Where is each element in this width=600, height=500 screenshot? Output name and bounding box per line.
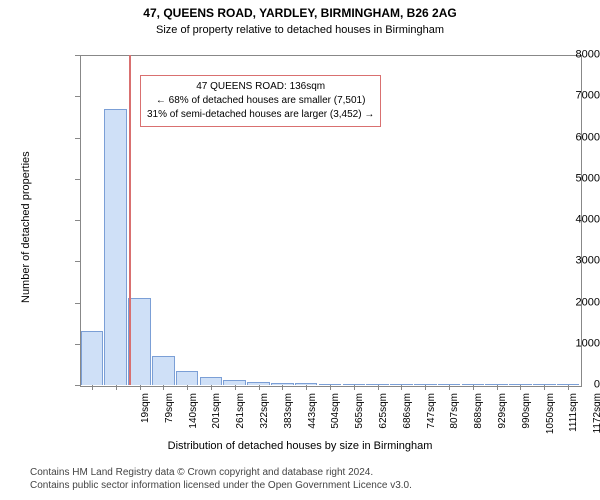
footer-line: Contains HM Land Registry data © Crown c… bbox=[30, 466, 412, 479]
histogram-bar bbox=[414, 384, 437, 385]
histogram-bar bbox=[343, 384, 366, 385]
y-axis-label: Number of detached properties bbox=[20, 151, 32, 303]
x-tick-mark bbox=[282, 385, 283, 390]
x-tick-label: 990sqm bbox=[521, 393, 532, 443]
x-tick-label: 929sqm bbox=[497, 393, 508, 443]
property-size-chart: { "title": "47, QUEENS ROAD, YARDLEY, BI… bbox=[0, 0, 600, 500]
histogram-bar bbox=[390, 384, 413, 385]
x-tick-label: 747sqm bbox=[426, 393, 437, 443]
x-tick-label: 1172sqm bbox=[592, 393, 600, 443]
x-tick-mark bbox=[163, 385, 164, 390]
x-tick-label: 140sqm bbox=[188, 393, 199, 443]
annotation-box: 47 QUEENS ROAD: 136sqm ← 68% of detached… bbox=[140, 75, 381, 127]
x-tick-label: 322sqm bbox=[259, 393, 270, 443]
histogram-bar bbox=[366, 384, 389, 385]
x-tick-mark bbox=[211, 385, 212, 390]
x-tick-mark bbox=[497, 385, 498, 390]
y-tick-mark bbox=[75, 385, 80, 386]
chart-subtitle: Size of property relative to detached ho… bbox=[0, 24, 600, 36]
x-tick-mark bbox=[140, 385, 141, 390]
histogram-bar bbox=[104, 109, 127, 385]
property-marker-line bbox=[129, 55, 131, 385]
x-tick-label: 504sqm bbox=[330, 393, 341, 443]
x-tick-label: 1111sqm bbox=[568, 393, 579, 443]
x-tick-label: 807sqm bbox=[449, 393, 460, 443]
x-tick-mark bbox=[306, 385, 307, 390]
x-tick-mark bbox=[92, 385, 93, 390]
x-tick-mark bbox=[330, 385, 331, 390]
histogram-bar bbox=[81, 331, 104, 385]
x-tick-mark bbox=[259, 385, 260, 390]
x-tick-label: 868sqm bbox=[473, 393, 484, 443]
x-tick-mark bbox=[235, 385, 236, 390]
histogram-bar bbox=[128, 298, 151, 385]
x-tick-label: 383sqm bbox=[283, 393, 294, 443]
x-tick-label: 201sqm bbox=[211, 393, 222, 443]
annotation-line: ← 68% of detached houses are smaller (7,… bbox=[147, 94, 374, 108]
histogram-bar bbox=[533, 384, 556, 385]
x-tick-mark bbox=[449, 385, 450, 390]
annotation-line: 31% of semi-detached houses are larger (… bbox=[147, 108, 374, 122]
x-tick-mark bbox=[568, 385, 569, 390]
histogram-bar bbox=[200, 377, 223, 385]
histogram-bar bbox=[485, 384, 508, 385]
x-tick-mark bbox=[378, 385, 379, 390]
x-tick-label: 625sqm bbox=[378, 393, 389, 443]
x-tick-mark bbox=[473, 385, 474, 390]
x-tick-mark bbox=[116, 385, 117, 390]
x-tick-mark bbox=[354, 385, 355, 390]
histogram-bar bbox=[557, 384, 580, 385]
histogram-bar bbox=[152, 356, 175, 385]
x-tick-label: 565sqm bbox=[354, 393, 365, 443]
x-axis-label: Distribution of detached houses by size … bbox=[0, 440, 600, 452]
x-tick-mark bbox=[187, 385, 188, 390]
x-tick-label: 79sqm bbox=[164, 393, 175, 443]
x-tick-label: 19sqm bbox=[140, 393, 151, 443]
histogram-bar bbox=[462, 384, 485, 385]
histogram-bar bbox=[176, 371, 199, 385]
x-tick-mark bbox=[544, 385, 545, 390]
x-tick-label: 443sqm bbox=[307, 393, 318, 443]
chart-title: 47, QUEENS ROAD, YARDLEY, BIRMINGHAM, B2… bbox=[0, 6, 600, 20]
histogram-bar bbox=[247, 382, 270, 385]
x-tick-mark bbox=[520, 385, 521, 390]
footer-line: Contains public sector information licen… bbox=[30, 479, 412, 492]
histogram-bar bbox=[271, 383, 294, 385]
footer-attribution: Contains HM Land Registry data © Crown c… bbox=[30, 466, 412, 492]
histogram-bar bbox=[438, 384, 461, 385]
x-tick-label: 261sqm bbox=[235, 393, 246, 443]
x-tick-mark bbox=[425, 385, 426, 390]
x-tick-label: 686sqm bbox=[402, 393, 413, 443]
annotation-line: 47 QUEENS ROAD: 136sqm bbox=[147, 80, 374, 94]
x-tick-mark bbox=[401, 385, 402, 390]
histogram-bar bbox=[295, 383, 318, 385]
histogram-bar bbox=[509, 384, 532, 385]
histogram-bar bbox=[223, 380, 246, 385]
histogram-bar bbox=[319, 384, 342, 385]
x-tick-label: 1050sqm bbox=[545, 393, 556, 443]
